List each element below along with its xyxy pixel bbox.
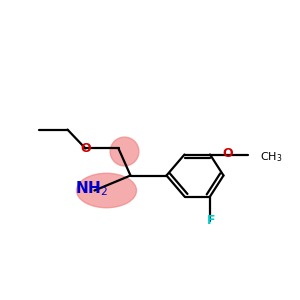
Text: O: O <box>80 142 91 155</box>
Text: F: F <box>207 214 216 227</box>
Text: NH$_2$: NH$_2$ <box>75 180 108 198</box>
Ellipse shape <box>76 173 136 208</box>
Text: O: O <box>223 147 233 160</box>
Circle shape <box>110 137 139 166</box>
Text: CH$_3$: CH$_3$ <box>260 151 282 164</box>
